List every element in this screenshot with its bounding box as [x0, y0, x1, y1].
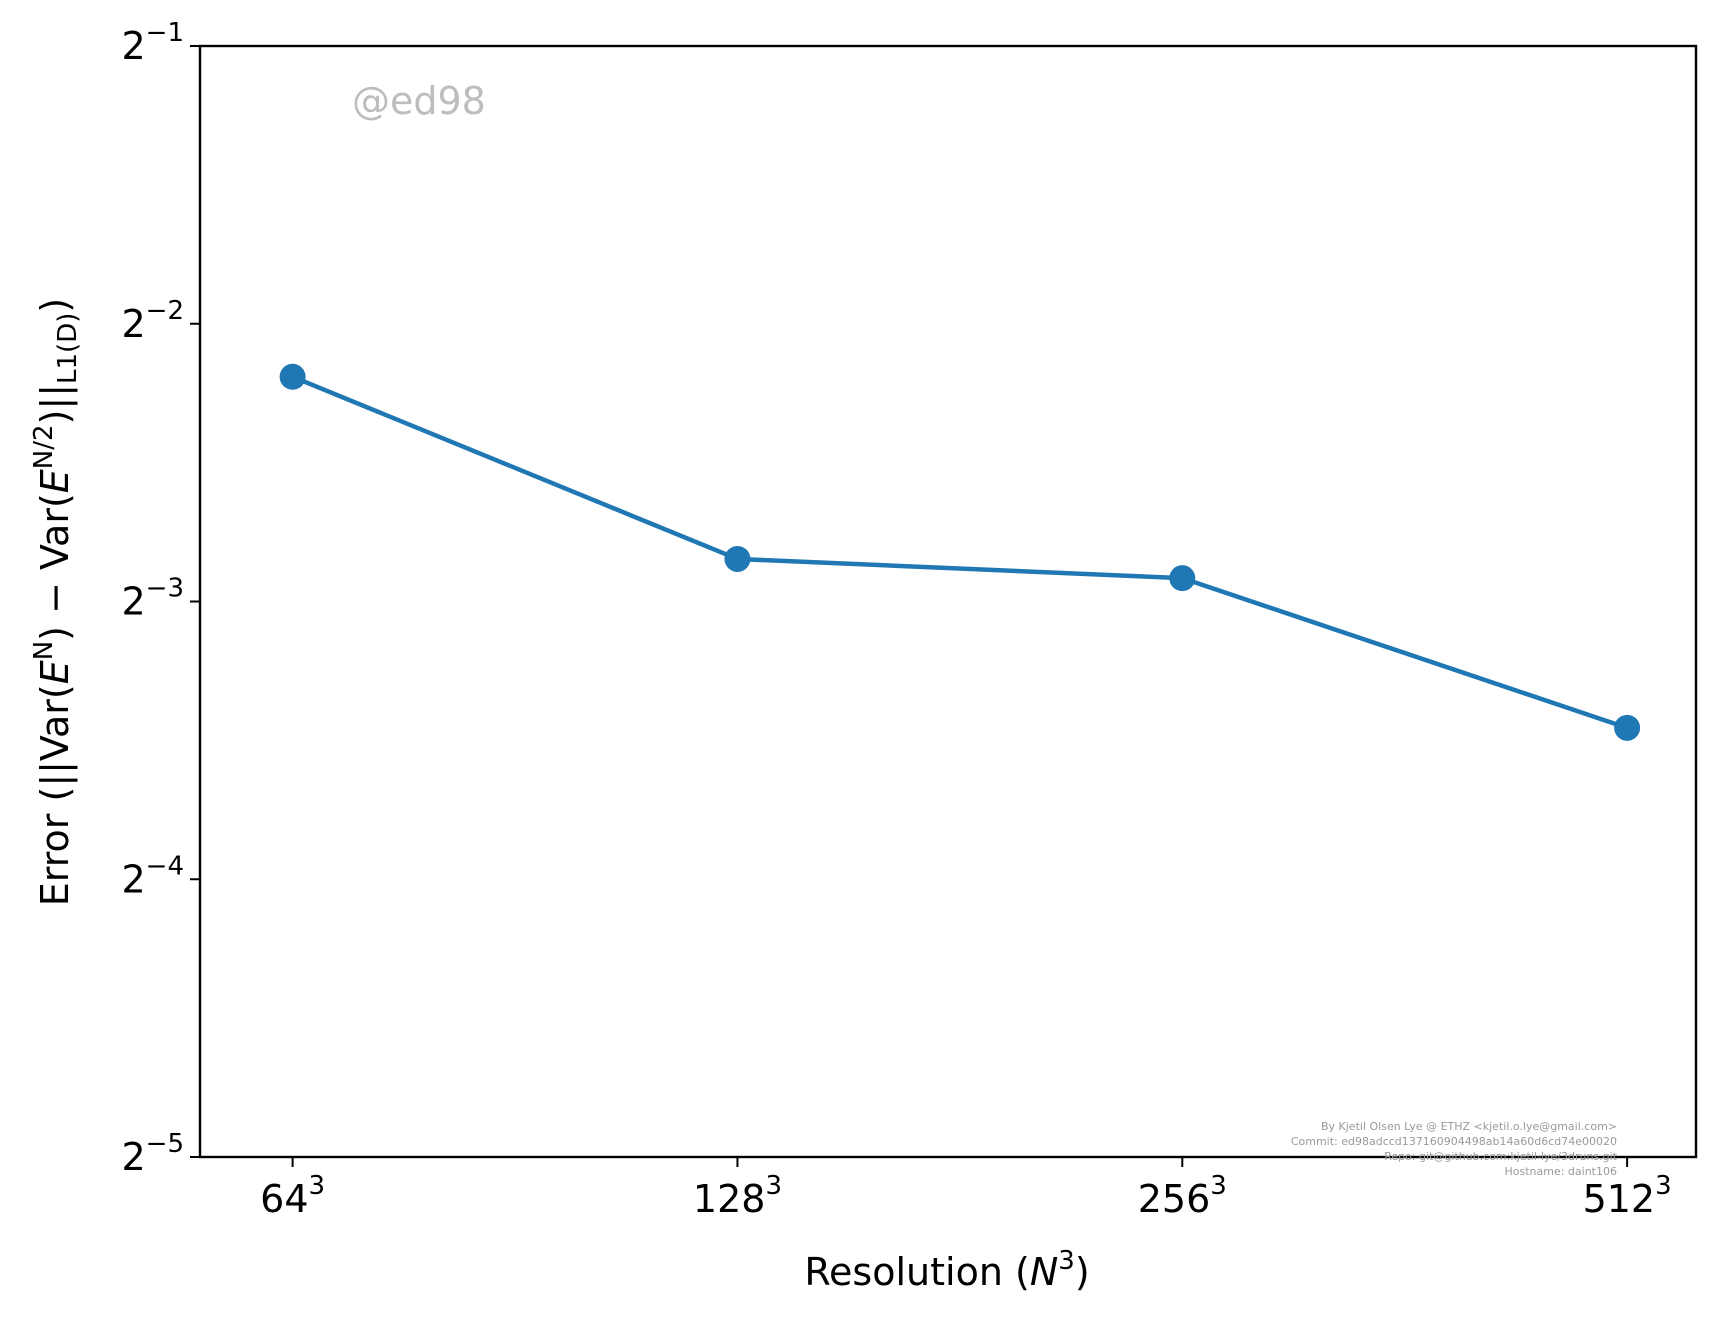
data-point	[1169, 565, 1196, 592]
x-axis-label-exp: 3	[1058, 1246, 1075, 1276]
x-axis-label-close: )	[1075, 1250, 1090, 1294]
y-axis-ticks: 2−1 2−2 2−3 2−4 2−5	[121, 18, 200, 1179]
watermark: @ed98	[352, 79, 486, 123]
info-line-repo: Repo: git@github.com:kjetil-lye/3druns.g…	[1384, 1150, 1617, 1163]
y-tick-label: 2−2	[121, 296, 184, 346]
y-tick-label: 2−4	[121, 851, 184, 901]
x-tick-label: 2563	[1138, 1171, 1227, 1221]
y-tick-label: 2−1	[121, 18, 184, 68]
data-point	[279, 363, 306, 390]
x-tick-label: 5123	[1583, 1171, 1672, 1221]
x-axis-label-text: Resolution (	[804, 1250, 1029, 1294]
plot-area	[279, 363, 1641, 741]
info-line-hostname: Hostname: daint106	[1504, 1165, 1617, 1178]
info-line-commit: Commit: ed98adccd137160904498ab14a60d6cd…	[1291, 1135, 1617, 1148]
y-tick-label: 2−5	[121, 1129, 184, 1179]
x-tick-label: 643	[260, 1171, 325, 1221]
info-line-author: By Kjetil Olsen Lye @ ETHZ <kjetil.o.lye…	[1321, 1120, 1617, 1133]
data-point	[724, 545, 751, 572]
y-axis-label: Error (||Var(EN) − Var(EN/2)||L1(D))	[29, 298, 83, 906]
y-tick-label: 2−3	[121, 574, 184, 624]
series-line	[291, 374, 1628, 730]
axes-frame	[198, 44, 1698, 1159]
data-point	[1614, 714, 1641, 741]
info-block: By Kjetil Olsen Lye @ ETHZ <kjetil.o.lye…	[1291, 1120, 1618, 1178]
x-tick-label: 1283	[693, 1171, 782, 1221]
x-axis-ticks: 643 1283 2563 5123	[260, 1157, 1672, 1221]
x-axis-label-var: N	[1030, 1250, 1058, 1294]
x-axis-label: Resolution (N3)	[804, 1246, 1089, 1294]
